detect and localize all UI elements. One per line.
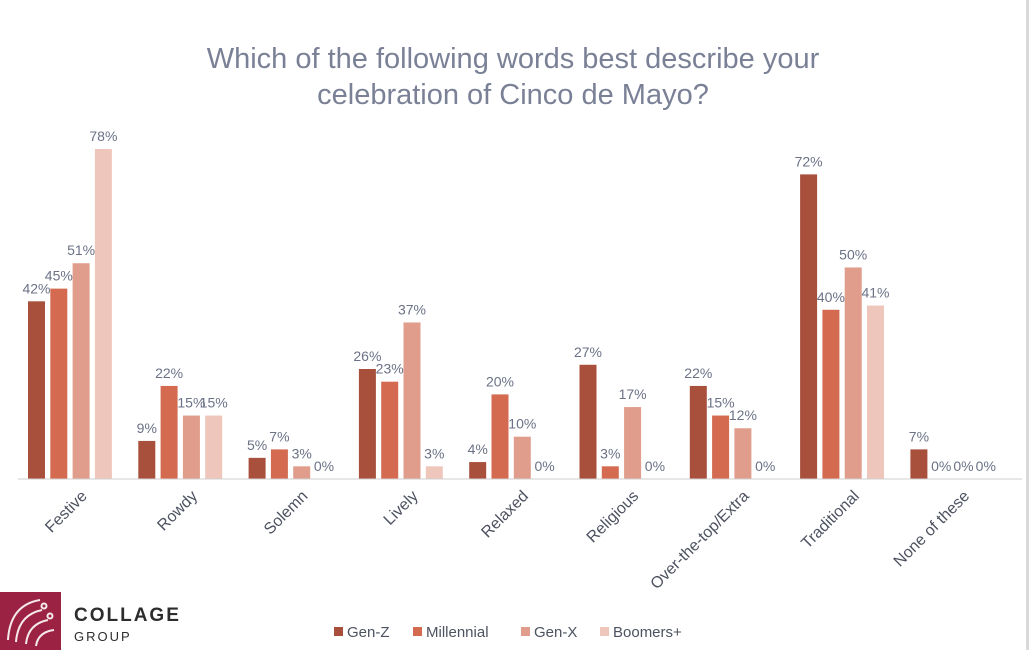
bar-rowdy-boomers- <box>205 415 223 479</box>
bar-relaxed-gen-x <box>513 436 531 479</box>
data-label: 78% <box>89 128 117 144</box>
data-label: 0% <box>755 458 775 474</box>
legend-swatch <box>521 627 530 636</box>
legend-swatch <box>334 627 343 636</box>
logo-pattern-icon <box>7 599 55 647</box>
data-label: 0% <box>931 458 951 474</box>
data-label: 3% <box>424 445 444 461</box>
legend-label: Gen-Z <box>347 624 390 641</box>
logo-subtitle: GROUP <box>74 629 132 644</box>
data-label: 72% <box>795 153 823 169</box>
category-label: Traditional <box>798 488 862 552</box>
data-label: 22% <box>684 365 712 381</box>
legend-swatch <box>600 627 609 636</box>
category-label: Over-the-top/Extra <box>647 488 752 593</box>
data-label: 41% <box>861 285 889 301</box>
data-label: 3% <box>292 445 312 461</box>
bar-rowdy-millennial <box>160 385 178 479</box>
data-label: 10% <box>508 416 536 432</box>
bar-over-the-top-extra-millennial <box>712 415 730 479</box>
data-label: 51% <box>67 242 95 258</box>
data-label: 12% <box>729 407 757 423</box>
right-border <box>1026 0 1029 650</box>
bar-solemn-gen-x <box>293 466 311 479</box>
category-label: Relaxed <box>478 488 532 542</box>
data-label: 22% <box>155 365 183 381</box>
bar-festive-gen-z <box>28 301 45 479</box>
bar-rowdy-gen-x <box>182 415 200 479</box>
bar-lively-millennial <box>381 381 399 479</box>
collage-logo: COLLAGE GROUP <box>0 592 181 650</box>
data-label: 27% <box>574 344 602 360</box>
bar-relaxed-millennial <box>491 394 509 479</box>
data-label: 20% <box>486 373 514 389</box>
data-label: 15% <box>707 395 735 411</box>
legend-label: Millennial <box>426 624 489 641</box>
legend-swatch <box>413 627 422 636</box>
data-label: 4% <box>468 441 488 457</box>
bar-none-of-these-gen-z <box>910 449 928 479</box>
data-label: 40% <box>817 289 845 305</box>
data-label: 45% <box>45 268 73 284</box>
data-label: 50% <box>839 246 867 262</box>
data-label: 7% <box>909 428 929 444</box>
bar-lively-boomers- <box>425 466 443 479</box>
data-label: 15% <box>200 395 228 411</box>
data-label: 0% <box>953 458 973 474</box>
data-label: 0% <box>976 458 996 474</box>
data-label: 0% <box>534 458 554 474</box>
data-label: 42% <box>22 280 50 296</box>
bar-religious-gen-z <box>579 364 597 479</box>
logo-name: COLLAGE <box>74 605 181 626</box>
legend-label: Boomers+ <box>613 624 682 641</box>
data-label: 15% <box>177 395 205 411</box>
bar-solemn-gen-z <box>248 457 266 479</box>
data-label: 7% <box>269 428 289 444</box>
data-label: 5% <box>247 437 267 453</box>
legend: Gen-Z Millennial Gen-X Boomers+ <box>334 624 682 641</box>
data-label: 0% <box>645 458 665 474</box>
bar-traditional-millennial <box>822 309 840 479</box>
category-label: Lively <box>381 488 422 529</box>
category-labels: Festive Rowdy Solemn Lively Relaxed Religious… <box>42 488 973 593</box>
legend-label: Gen-X <box>534 624 577 641</box>
data-label: 9% <box>137 420 157 436</box>
chart-title-line-1: Which of the following words best descri… <box>207 43 820 75</box>
bar-traditional-gen-z <box>800 174 818 479</box>
data-label: 0% <box>314 458 334 474</box>
bar-festive-gen-x <box>72 263 90 479</box>
bar-festive-millennial <box>50 288 68 479</box>
bar-rowdy-gen-z <box>138 440 156 479</box>
logo-mark <box>0 592 61 650</box>
bar-religious-gen-x <box>624 407 642 479</box>
category-label: Rowdy <box>154 488 201 535</box>
bars-layer: 42%45%51%78%9%22%15%15%5%7%3%0%26%23%37%… <box>22 128 996 479</box>
category-label: Solemn <box>261 488 311 538</box>
bar-lively-gen-x <box>403 322 421 479</box>
data-label: 3% <box>600 445 620 461</box>
bar-relaxed-gen-z <box>469 462 487 479</box>
category-label: Festive <box>42 488 91 537</box>
bar-traditional-gen-x <box>844 267 862 479</box>
data-label: 26% <box>353 348 381 364</box>
bar-traditional-boomers- <box>867 305 884 479</box>
data-label: 17% <box>619 386 647 402</box>
bar-festive-boomers- <box>94 149 112 479</box>
chart-title-line-2: celebration of Cinco de Mayo? <box>317 79 709 111</box>
bar-over-the-top-extra-gen-x <box>734 428 752 479</box>
data-label: 23% <box>376 361 404 377</box>
bar-over-the-top-extra-gen-z <box>689 385 707 479</box>
bar-religious-millennial <box>601 466 619 479</box>
category-label: None of these <box>891 488 974 571</box>
category-label: Religious <box>584 488 643 547</box>
bar-lively-gen-z <box>358 369 376 479</box>
data-label: 37% <box>398 301 426 317</box>
bar-solemn-millennial <box>270 449 288 479</box>
